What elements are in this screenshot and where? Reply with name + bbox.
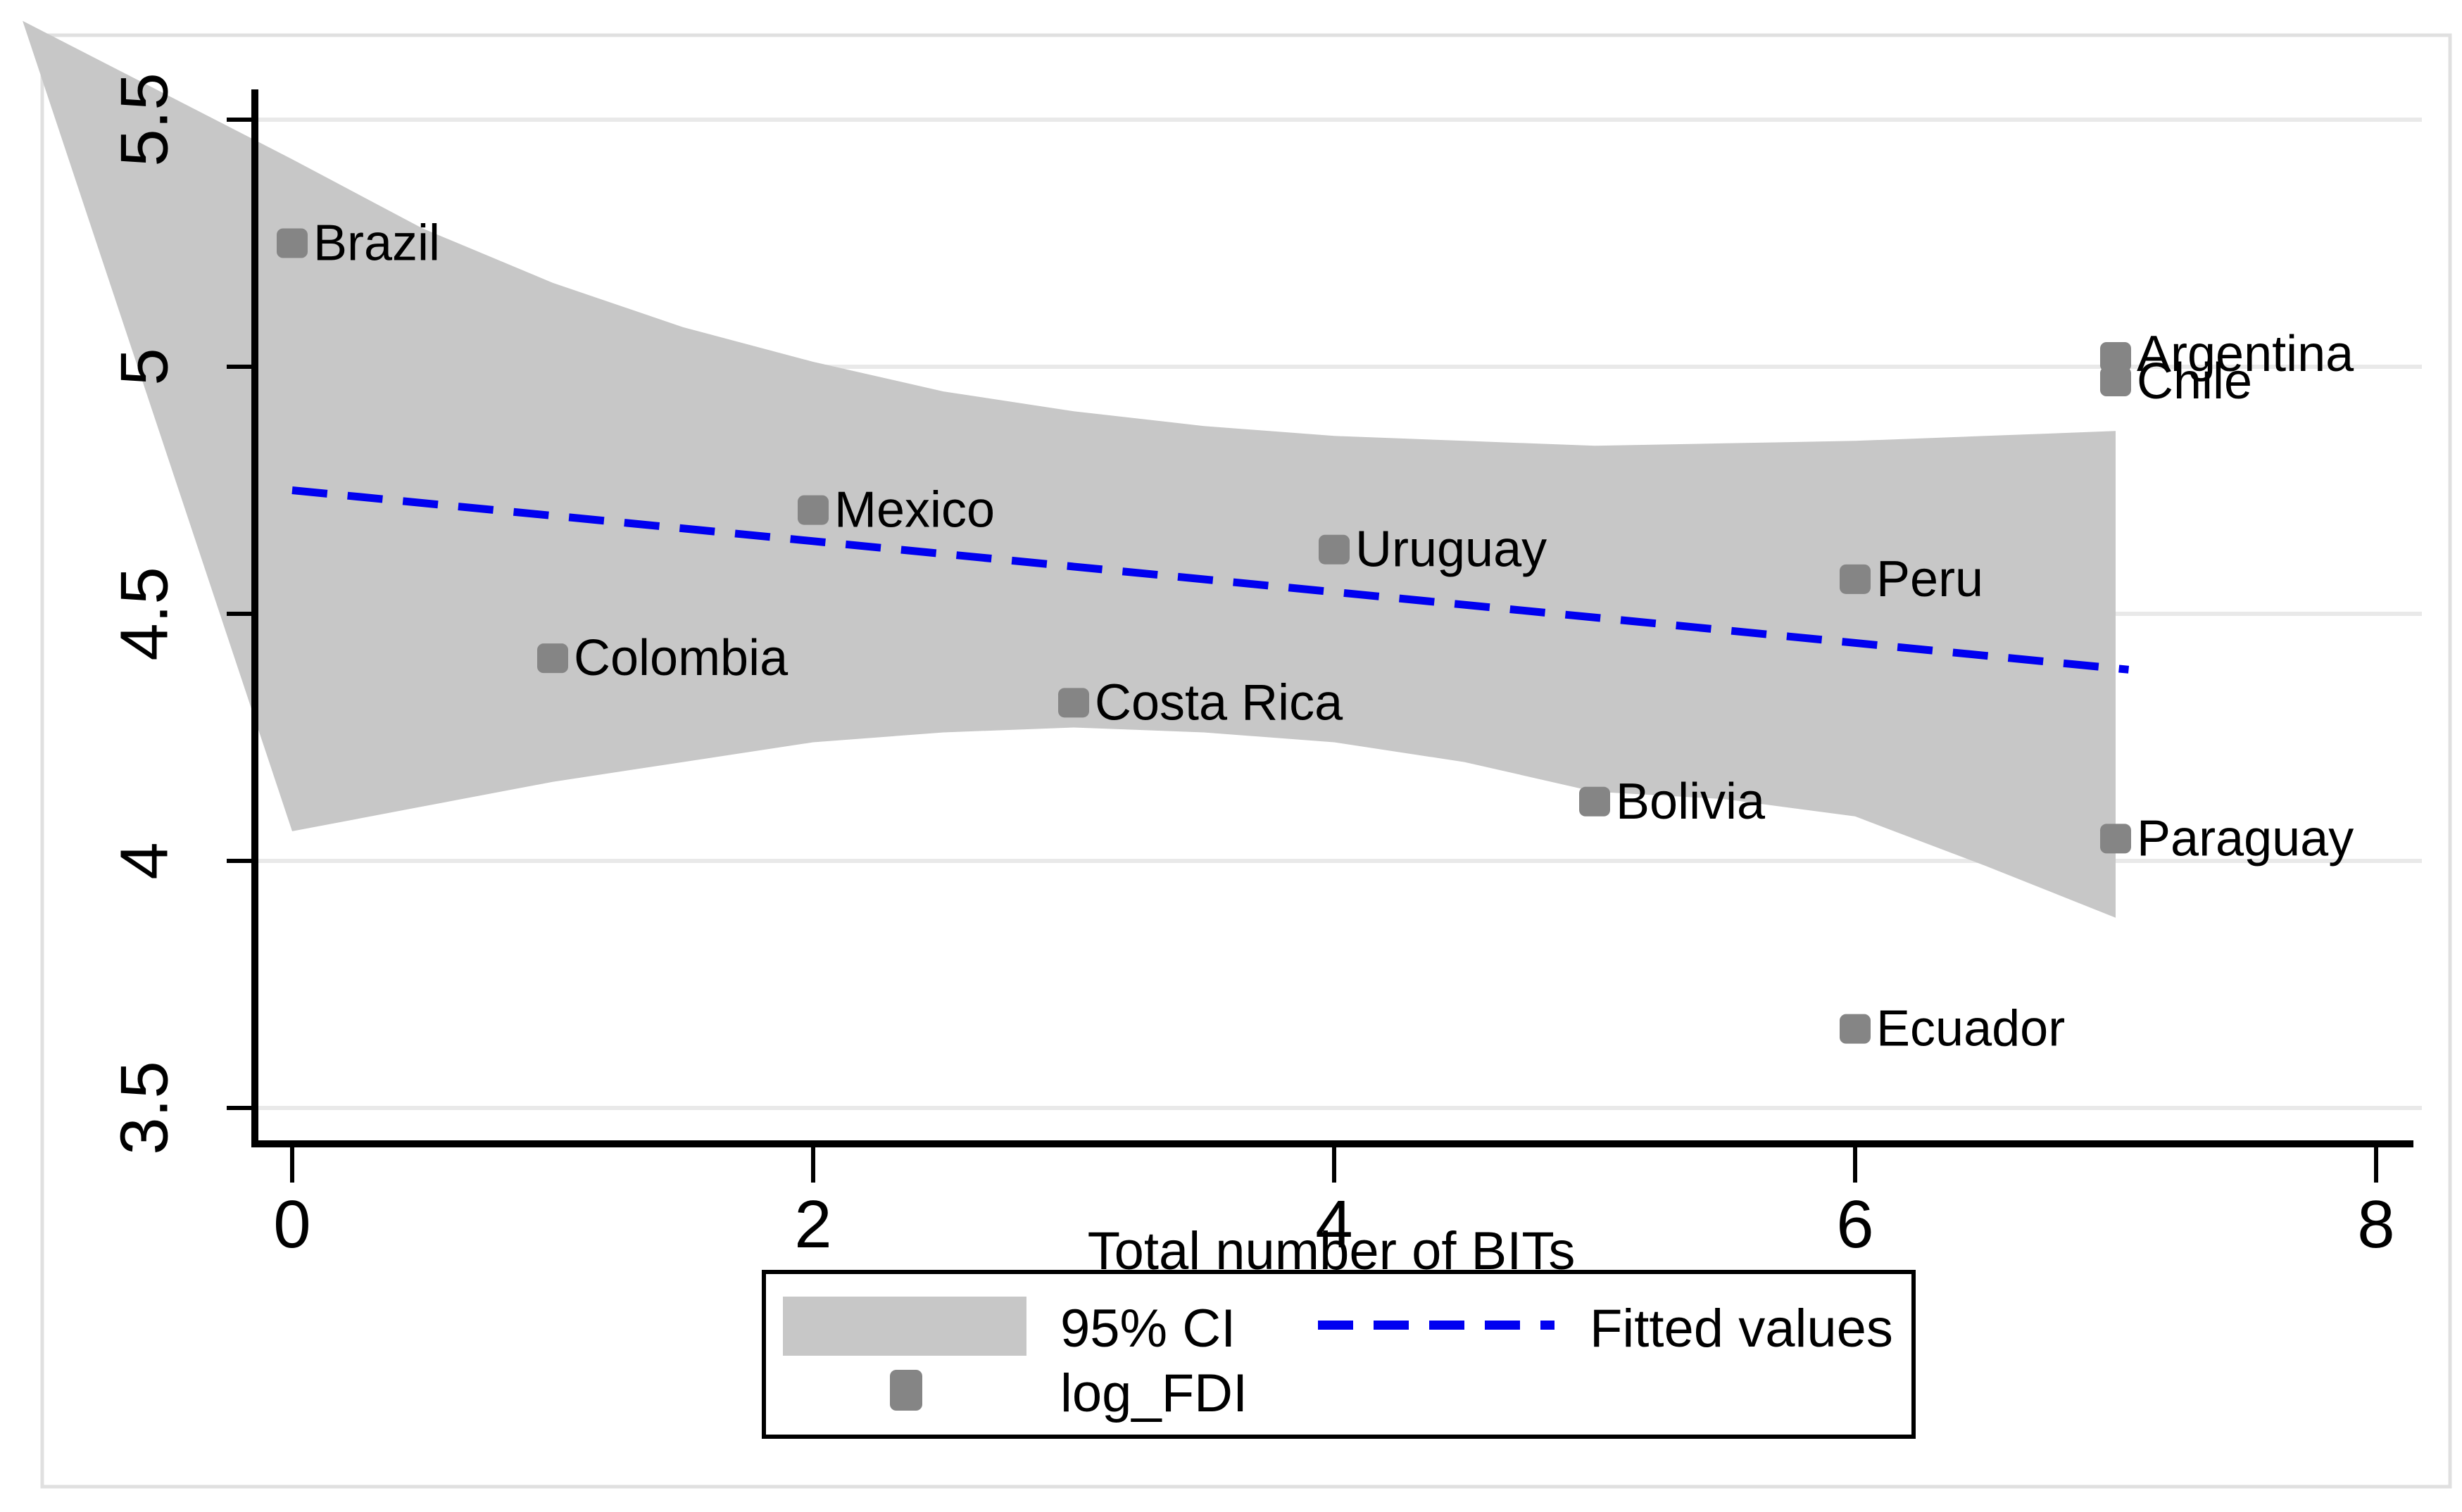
legend-label-fitted: Fitted values — [1590, 1299, 1893, 1359]
x-tick-label: 4 — [1315, 1187, 1352, 1262]
x-tick-label: 6 — [1836, 1187, 1873, 1262]
country-label: Colombia — [574, 630, 789, 686]
ci-band — [23, 20, 2116, 918]
y-tick-label: 3.5 — [107, 1061, 182, 1154]
figure-border — [40, 33, 2452, 1489]
data-point-marker — [2100, 367, 2131, 397]
ci-band-swatch — [783, 1297, 1026, 1356]
data-point-marker — [1840, 1014, 1871, 1044]
country-label: Uruguay — [1355, 522, 1547, 578]
x-tick-label: 0 — [273, 1187, 310, 1262]
data-point-marker — [1840, 564, 1871, 594]
country-label: Peru — [1876, 551, 1983, 607]
logfdi-marker-swatch — [890, 1370, 922, 1411]
country-label: Ecuador — [1876, 1001, 2065, 1057]
y-tick-label: 5.5 — [107, 73, 182, 166]
country-label: Bolivia — [1616, 774, 1766, 830]
country-label: Paraguay — [2137, 810, 2354, 867]
y-tick-label: 4.5 — [107, 567, 182, 660]
legend-label-logfdi: log_FDI — [1060, 1363, 1248, 1423]
fitted-line-swatch — [1318, 1321, 1555, 1330]
fitted-line — [291, 486, 2130, 674]
data-point-marker — [798, 495, 829, 525]
country-label: Brazil — [313, 215, 440, 272]
country-label: Mexico — [834, 482, 995, 538]
data-point-marker — [277, 228, 308, 258]
data-point-marker — [537, 643, 568, 674]
y-tick-label: 4 — [107, 842, 182, 879]
x-tick-label: 8 — [2357, 1187, 2394, 1262]
country-label: Chile — [2137, 353, 2252, 410]
data-point-marker — [1579, 786, 1610, 817]
x-tick-label: 2 — [794, 1187, 831, 1262]
legend-label-ci: 95% CI — [1060, 1299, 1236, 1359]
country-label: Costa Rica — [1095, 674, 1343, 731]
y-tick-label: 5 — [107, 348, 182, 385]
country-label: Argentina — [2137, 326, 2354, 382]
data-point-marker — [2100, 824, 2131, 854]
data-point-marker — [1319, 534, 1350, 565]
legend-box: 95% CI Fitted values log_FDI — [762, 1270, 1916, 1439]
data-point-marker — [2100, 341, 2131, 372]
data-point-marker — [1058, 688, 1089, 718]
